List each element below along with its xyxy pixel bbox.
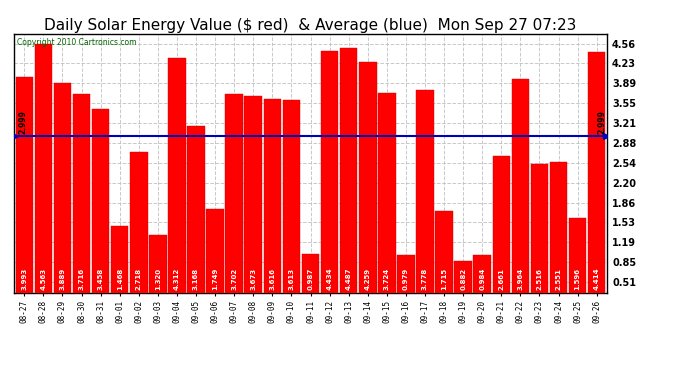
Text: 2.516: 2.516 <box>536 268 542 290</box>
Text: 3.716: 3.716 <box>79 267 85 290</box>
Bar <box>321 51 338 312</box>
Bar <box>54 83 71 312</box>
Bar <box>302 254 319 312</box>
Bar <box>359 62 377 312</box>
Bar <box>187 126 205 312</box>
Text: 0.882: 0.882 <box>460 267 466 290</box>
Bar <box>34 44 52 312</box>
Bar <box>378 93 395 312</box>
Text: 2.718: 2.718 <box>136 267 141 290</box>
Text: 0.984: 0.984 <box>480 267 485 290</box>
Text: 0.979: 0.979 <box>403 267 409 290</box>
Text: 1.320: 1.320 <box>155 267 161 290</box>
Bar <box>455 261 472 312</box>
Text: 4.312: 4.312 <box>174 267 180 290</box>
Bar <box>168 58 186 312</box>
Text: 3.458: 3.458 <box>97 267 104 290</box>
Text: 3.702: 3.702 <box>231 267 237 290</box>
Bar <box>283 100 300 312</box>
Text: 3.673: 3.673 <box>250 267 256 290</box>
Bar <box>397 255 415 312</box>
Text: 3.778: 3.778 <box>422 267 428 290</box>
Text: Copyright 2010 Cartronics.com: Copyright 2010 Cartronics.com <box>17 38 136 46</box>
Bar <box>92 109 110 312</box>
Bar <box>511 79 529 312</box>
Text: 3.168: 3.168 <box>193 267 199 290</box>
Bar <box>15 77 33 312</box>
Text: 4.487: 4.487 <box>346 267 352 290</box>
Bar <box>435 211 453 312</box>
Bar <box>588 53 606 312</box>
Text: 2.551: 2.551 <box>555 268 562 290</box>
Bar <box>416 90 434 312</box>
Text: 3.724: 3.724 <box>384 267 390 290</box>
Bar <box>226 94 243 312</box>
Text: 1.468: 1.468 <box>117 267 123 290</box>
Bar <box>531 164 549 312</box>
Bar <box>569 219 586 312</box>
Bar <box>149 235 166 312</box>
Text: 2.661: 2.661 <box>498 268 504 290</box>
Text: 3.993: 3.993 <box>21 267 28 290</box>
Bar <box>111 226 128 312</box>
Bar <box>130 152 148 312</box>
Text: 3.889: 3.889 <box>59 267 66 290</box>
Bar <box>72 93 90 312</box>
Bar <box>493 156 510 312</box>
Text: 0.987: 0.987 <box>308 267 313 290</box>
Text: 1.596: 1.596 <box>575 267 580 290</box>
Text: 4.259: 4.259 <box>365 267 371 290</box>
Text: 3.613: 3.613 <box>288 267 295 290</box>
Text: 1.749: 1.749 <box>212 267 218 290</box>
Text: 1.715: 1.715 <box>441 267 447 290</box>
Text: 3.964: 3.964 <box>518 267 524 290</box>
Text: 4.434: 4.434 <box>326 267 333 290</box>
Bar <box>244 96 262 312</box>
Title: Daily Solar Energy Value ($ red)  & Average (blue)  Mon Sep 27 07:23: Daily Solar Energy Value ($ red) & Avera… <box>44 18 577 33</box>
Text: 2.999: 2.999 <box>598 110 607 134</box>
Bar <box>340 48 357 312</box>
Bar <box>206 210 224 312</box>
Text: 4.414: 4.414 <box>593 267 600 290</box>
Text: 4.563: 4.563 <box>41 267 46 290</box>
Text: 2.999: 2.999 <box>19 110 28 134</box>
Bar <box>264 99 281 312</box>
Bar <box>473 255 491 312</box>
Text: 3.616: 3.616 <box>269 267 275 290</box>
Bar <box>550 162 567 312</box>
